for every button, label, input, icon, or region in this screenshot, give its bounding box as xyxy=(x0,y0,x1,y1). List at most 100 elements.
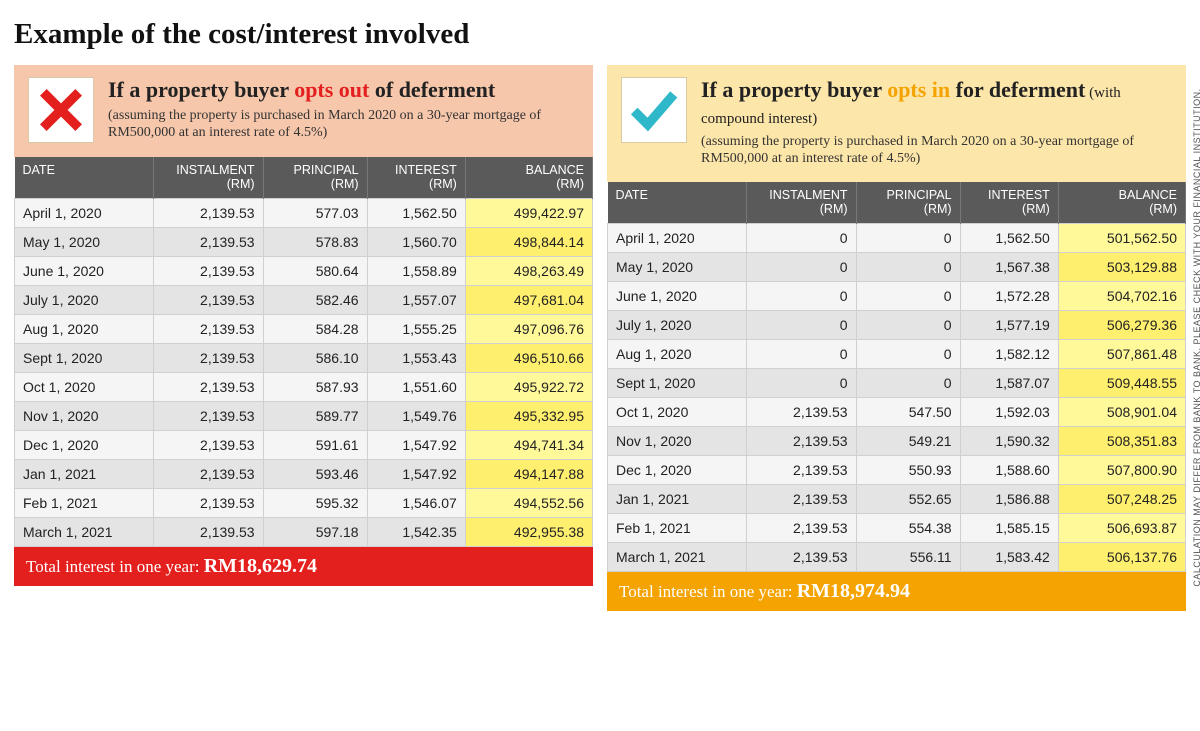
table-cell: 1,577.19 xyxy=(960,310,1058,339)
check-icon xyxy=(621,77,687,143)
table-cell: 1,549.76 xyxy=(367,401,465,430)
table-cell: 2,139.53 xyxy=(153,343,263,372)
table-cell: 1,586.88 xyxy=(960,484,1058,513)
table-cell: 1,585.15 xyxy=(960,513,1058,542)
table-cell: May 1, 2020 xyxy=(15,227,154,256)
table-cell: 2,139.53 xyxy=(746,397,856,426)
column-header: INTEREST(RM) xyxy=(367,157,465,198)
column-header: PRINCIPAL(RM) xyxy=(856,182,960,223)
table-cell: 1,557.07 xyxy=(367,285,465,314)
amortization-table: DATEINSTALMENT(RM)PRINCIPAL(RM)INTEREST(… xyxy=(14,157,593,547)
table-cell: July 1, 2020 xyxy=(15,285,154,314)
table-cell: 506,279.36 xyxy=(1058,310,1185,339)
opts-highlight: opts in xyxy=(887,77,950,102)
table-cell: 2,139.53 xyxy=(153,488,263,517)
table-cell: 591.61 xyxy=(263,430,367,459)
table-cell: 580.64 xyxy=(263,256,367,285)
table-header-row: DATEINSTALMENT(RM)PRINCIPAL(RM)INTEREST(… xyxy=(608,182,1186,223)
table-cell: 1,558.89 xyxy=(367,256,465,285)
table-cell: 0 xyxy=(746,252,856,281)
table-cell: 0 xyxy=(746,281,856,310)
table-cell: 508,351.83 xyxy=(1058,426,1185,455)
table-cell: 1,590.32 xyxy=(960,426,1058,455)
total-interest-value: RM18,974.94 xyxy=(797,580,910,602)
disclaimer-text: CALCULATION MAY DIFFER FROM BANK TO BANK… xyxy=(1192,65,1200,611)
table-cell: 506,137.76 xyxy=(1058,542,1185,571)
table-cell: 1,553.43 xyxy=(367,343,465,372)
table-row: June 1, 2020001,572.28504,702.16 xyxy=(608,281,1186,310)
table-row: July 1, 2020001,577.19506,279.36 xyxy=(608,310,1186,339)
table-cell: 587.93 xyxy=(263,372,367,401)
table-cell: 1,562.50 xyxy=(367,198,465,227)
table-cell: Jan 1, 2021 xyxy=(608,484,747,513)
table-cell: Aug 1, 2020 xyxy=(15,314,154,343)
table-cell: 1,592.03 xyxy=(960,397,1058,426)
table-cell: 577.03 xyxy=(263,198,367,227)
table-cell: 2,139.53 xyxy=(153,285,263,314)
table-cell: 507,248.25 xyxy=(1058,484,1185,513)
table-cell: 2,139.53 xyxy=(153,256,263,285)
table-cell: Nov 1, 2020 xyxy=(15,401,154,430)
table-cell: 494,741.34 xyxy=(465,430,592,459)
column-header: PRINCIPAL(RM) xyxy=(263,157,367,198)
table-cell: 0 xyxy=(856,252,960,281)
table-cell: May 1, 2020 xyxy=(608,252,747,281)
table-cell: 2,139.53 xyxy=(746,513,856,542)
table-cell: 494,147.88 xyxy=(465,459,592,488)
table-row: Oct 1, 20202,139.53587.931,551.60495,922… xyxy=(15,372,593,401)
table-cell: 1,551.60 xyxy=(367,372,465,401)
table-cell: 2,139.53 xyxy=(153,430,263,459)
table-row: Feb 1, 20212,139.53554.381,585.15506,693… xyxy=(608,513,1186,542)
table-cell: Oct 1, 2020 xyxy=(15,372,154,401)
table-cell: 492,955.38 xyxy=(465,517,592,546)
table-cell: 1,587.07 xyxy=(960,368,1058,397)
table-cell: 501,562.50 xyxy=(1058,223,1185,252)
table-cell: 1,547.92 xyxy=(367,430,465,459)
table-cell: 498,844.14 xyxy=(465,227,592,256)
table-cell: 1,572.28 xyxy=(960,281,1058,310)
table-cell: 593.46 xyxy=(263,459,367,488)
column-header: INSTALMENT(RM) xyxy=(153,157,263,198)
table-cell: 552.65 xyxy=(856,484,960,513)
table-row: Dec 1, 20202,139.53591.611,547.92494,741… xyxy=(15,430,593,459)
table-cell: 556.11 xyxy=(856,542,960,571)
table-cell: July 1, 2020 xyxy=(608,310,747,339)
table-cell: 0 xyxy=(746,223,856,252)
table-row: Oct 1, 20202,139.53547.501,592.03508,901… xyxy=(608,397,1186,426)
table-cell: 495,922.72 xyxy=(465,372,592,401)
table-cell: 1,542.35 xyxy=(367,517,465,546)
table-cell: 1,555.25 xyxy=(367,314,465,343)
table-row: Sept 1, 20202,139.53586.101,553.43496,51… xyxy=(15,343,593,372)
table-cell: 504,702.16 xyxy=(1058,281,1185,310)
table-cell: 0 xyxy=(746,339,856,368)
table-row: Feb 1, 20212,139.53595.321,546.07494,552… xyxy=(15,488,593,517)
column-header: BALANCE(RM) xyxy=(1058,182,1185,223)
column-header: INTEREST(RM) xyxy=(960,182,1058,223)
table-cell: 2,139.53 xyxy=(153,198,263,227)
table-row: Aug 1, 2020001,582.12507,861.48 xyxy=(608,339,1186,368)
panel-opts-out: If a property buyer opts out of defermen… xyxy=(14,65,593,611)
table-cell: 2,139.53 xyxy=(153,227,263,256)
table-row: June 1, 20202,139.53580.641,558.89498,26… xyxy=(15,256,593,285)
table-cell: 0 xyxy=(856,281,960,310)
table-cell: 503,129.88 xyxy=(1058,252,1185,281)
table-cell: 0 xyxy=(856,339,960,368)
amortization-table: DATEINSTALMENT(RM)PRINCIPAL(RM)INTEREST(… xyxy=(607,182,1186,572)
table-cell: 494,552.56 xyxy=(465,488,592,517)
column-header: BALANCE(RM) xyxy=(465,157,592,198)
table-cell: 0 xyxy=(856,368,960,397)
table-cell: 1,567.38 xyxy=(960,252,1058,281)
table-cell: 497,681.04 xyxy=(465,285,592,314)
table-cell: Oct 1, 2020 xyxy=(608,397,747,426)
table-cell: March 1, 2021 xyxy=(15,517,154,546)
table-row: Jan 1, 20212,139.53593.461,547.92494,147… xyxy=(15,459,593,488)
table-row: Nov 1, 20202,139.53549.211,590.32508,351… xyxy=(608,426,1186,455)
table-cell: 0 xyxy=(746,310,856,339)
table-cell: 578.83 xyxy=(263,227,367,256)
table-cell: 554.38 xyxy=(856,513,960,542)
table-cell: Aug 1, 2020 xyxy=(608,339,747,368)
table-cell: 550.93 xyxy=(856,455,960,484)
table-cell: 582.46 xyxy=(263,285,367,314)
column-header: INSTALMENT(RM) xyxy=(746,182,856,223)
table-cell: 1,583.42 xyxy=(960,542,1058,571)
